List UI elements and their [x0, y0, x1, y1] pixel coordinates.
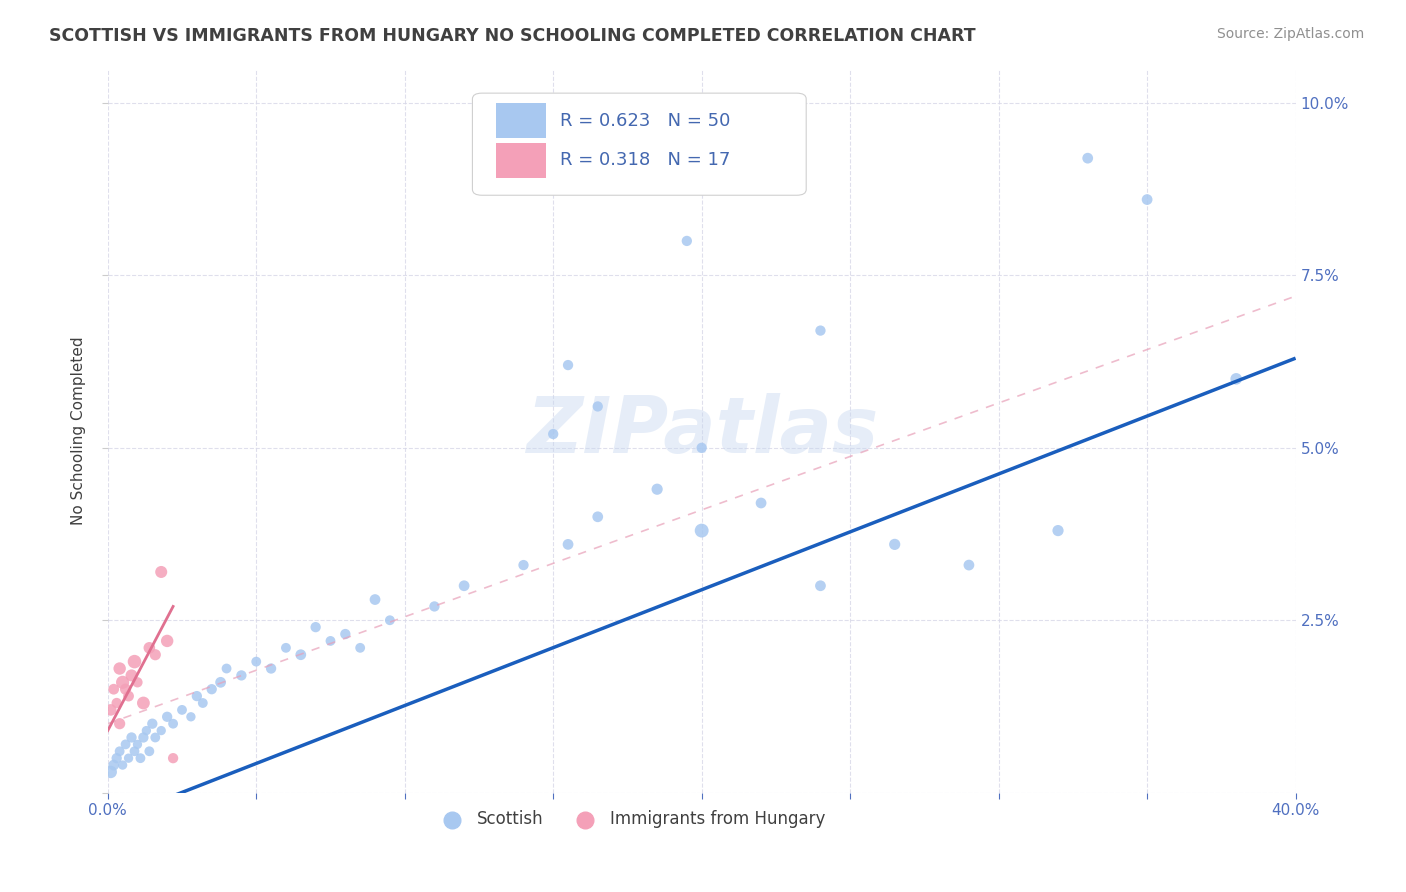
Point	[121, 668, 143, 682]
Point	[127, 738, 149, 752]
Point	[132, 731, 155, 745]
Point	[557, 537, 579, 551]
Point	[138, 640, 160, 655]
Point	[138, 744, 160, 758]
Point	[162, 751, 184, 765]
Point	[103, 682, 125, 697]
Text: ZIPatlas: ZIPatlas	[526, 392, 877, 468]
Point	[114, 682, 136, 697]
FancyBboxPatch shape	[472, 93, 806, 195]
Point	[180, 710, 202, 724]
Point	[135, 723, 157, 738]
Point	[274, 640, 297, 655]
Point	[557, 358, 579, 372]
Point	[690, 441, 713, 455]
Point	[335, 627, 357, 641]
Point	[209, 675, 232, 690]
Point	[156, 710, 179, 724]
Point	[1047, 524, 1070, 538]
Point	[141, 716, 163, 731]
Point	[215, 661, 238, 675]
Point	[117, 689, 139, 703]
Point	[231, 668, 253, 682]
Point	[1136, 193, 1159, 207]
Point	[111, 675, 134, 690]
Point	[132, 696, 155, 710]
Point	[690, 524, 713, 538]
Point	[143, 731, 166, 745]
Point	[675, 234, 697, 248]
Point	[162, 716, 184, 731]
Text: R = 0.318   N = 17: R = 0.318 N = 17	[561, 152, 731, 169]
Point	[127, 675, 149, 690]
Point	[124, 744, 146, 758]
Point	[245, 655, 267, 669]
Point	[749, 496, 772, 510]
Point	[586, 509, 609, 524]
Legend: Scottish, Immigrants from Hungary: Scottish, Immigrants from Hungary	[429, 804, 832, 835]
Point	[170, 703, 193, 717]
Point	[201, 682, 224, 697]
Point	[150, 565, 173, 579]
Point	[541, 427, 564, 442]
Point	[364, 592, 387, 607]
Point	[1077, 151, 1099, 165]
Point	[304, 620, 326, 634]
Point	[156, 634, 179, 648]
Point	[111, 758, 134, 772]
Point	[810, 324, 832, 338]
Point	[883, 537, 905, 551]
Point	[260, 661, 283, 675]
Point	[453, 579, 475, 593]
Point	[186, 689, 208, 703]
Point	[100, 703, 122, 717]
Point	[108, 744, 131, 758]
Point	[191, 696, 214, 710]
Point	[512, 558, 534, 572]
Point	[117, 751, 139, 765]
Point	[586, 400, 609, 414]
Point	[124, 655, 146, 669]
Text: R = 0.623   N = 50: R = 0.623 N = 50	[561, 112, 731, 129]
Bar	[496, 143, 546, 178]
Point	[810, 579, 832, 593]
Point	[645, 482, 668, 496]
Point	[129, 751, 152, 765]
Y-axis label: No Schooling Completed: No Schooling Completed	[72, 336, 86, 524]
Point	[105, 751, 128, 765]
Point	[319, 634, 342, 648]
Text: SCOTTISH VS IMMIGRANTS FROM HUNGARY NO SCHOOLING COMPLETED CORRELATION CHART: SCOTTISH VS IMMIGRANTS FROM HUNGARY NO S…	[49, 27, 976, 45]
Point	[114, 738, 136, 752]
Point	[957, 558, 980, 572]
Point	[105, 696, 128, 710]
Point	[108, 661, 131, 675]
Point	[290, 648, 312, 662]
Point	[378, 613, 401, 627]
Point	[103, 758, 125, 772]
Point	[150, 723, 173, 738]
Point	[108, 716, 131, 731]
Point	[143, 648, 166, 662]
Bar	[496, 103, 546, 138]
Point	[1225, 372, 1247, 386]
Point	[100, 764, 122, 779]
Point	[349, 640, 371, 655]
Point	[121, 731, 143, 745]
Text: Source: ZipAtlas.com: Source: ZipAtlas.com	[1216, 27, 1364, 41]
Point	[423, 599, 446, 614]
